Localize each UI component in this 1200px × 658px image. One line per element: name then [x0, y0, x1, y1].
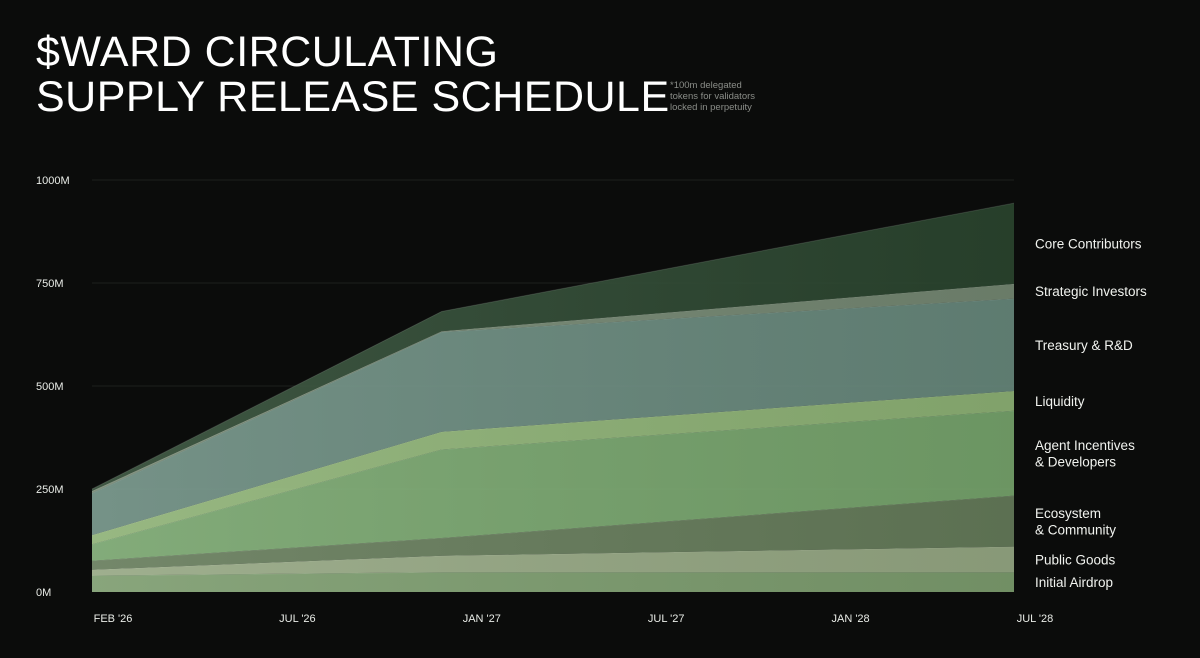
legend-item-line: Agent Incentives — [1035, 438, 1135, 453]
area-sheen — [92, 203, 1014, 592]
y-tick-label: 0M — [36, 587, 51, 599]
legend-item-line: Public Goods — [1035, 552, 1116, 567]
legend-item-line: & Developers — [1035, 454, 1116, 469]
footnote-line-3: locked in perpetuity — [670, 102, 752, 113]
legend-item: Agent Incentives & Developers — [1035, 438, 1135, 470]
legend-item-line: Ecosystem — [1035, 506, 1101, 521]
x-tick-label: JUL '27 — [648, 613, 685, 625]
legend-item-line: & Community — [1035, 522, 1116, 537]
legend-item: Initial Airdrop — [1035, 575, 1113, 590]
x-tick-label: FEB '26 — [94, 613, 133, 625]
footnote-line-2: tokens for validators — [670, 91, 756, 102]
legend-item-line: Strategic Investors — [1035, 284, 1147, 299]
chart-title-line-2: SUPPLY RELEASE SCHEDULE — [36, 73, 670, 121]
legend-item-line: Core Contributors — [1035, 236, 1142, 251]
y-axis: 1000M 750M 500M 250M 0M — [36, 175, 70, 599]
legend-item-line: Treasury & R&D — [1035, 338, 1133, 353]
x-tick-label: JUL '26 — [279, 613, 316, 625]
x-tick-label: JAN '27 — [463, 613, 501, 625]
chart-title-line-1: $WARD CIRCULATING — [36, 28, 499, 76]
legend-item-line: Liquidity — [1035, 394, 1085, 409]
y-tick-label: 1000M — [36, 175, 70, 187]
legend-item: Core Contributors — [1035, 236, 1142, 251]
legend-item: Liquidity — [1035, 394, 1085, 409]
x-axis: FEB '26 JUL '26 JAN '27 JUL '27 JAN '28 JUL '… — [94, 613, 1054, 625]
area-series — [91, 202, 1015, 592]
legend-item: Public Goods — [1035, 552, 1116, 567]
y-tick-label: 500M — [36, 381, 64, 393]
legend-item: Treasury & R&D — [1035, 338, 1133, 353]
area-edge — [91, 202, 1015, 490]
x-tick-label: JUL '28 — [1017, 613, 1054, 625]
footnote-line-1: *100m delegated — [670, 80, 742, 91]
legend-item: Ecosystem & Community — [1035, 506, 1116, 538]
y-tick-label: 250M — [36, 484, 64, 496]
y-tick-label: 750M — [36, 278, 64, 290]
legend-item-line: Initial Airdrop — [1035, 575, 1113, 590]
chart-title: $WARD CIRCULATING SUPPLY RELEASE SCHEDUL… — [36, 30, 670, 120]
footnote-annotation: *100m delegated tokens for validators lo… — [670, 80, 800, 113]
x-tick-label: JAN '28 — [832, 613, 870, 625]
legend: Initial Airdrop Public Goods Ecosystem & Co… — [1035, 236, 1147, 590]
legend-item: Strategic Investors — [1035, 284, 1147, 299]
